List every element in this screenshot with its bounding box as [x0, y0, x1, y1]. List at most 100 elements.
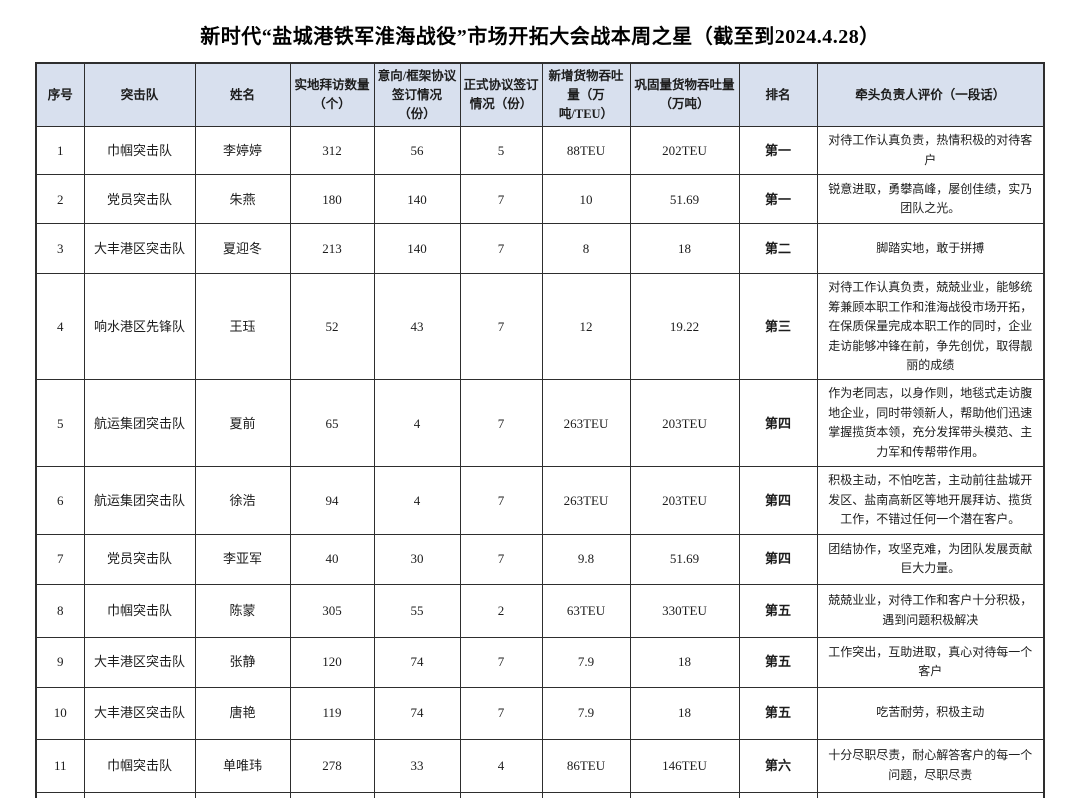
cell-name: 张静 — [194, 636, 291, 688]
cell-team: 大丰港区突击队 — [83, 686, 196, 740]
cell-visits: 213 — [289, 223, 375, 275]
cell-intent: 74 — [373, 686, 461, 740]
cell-firm_cargo: 51.69 — [629, 174, 740, 225]
cell-visits: 278 — [289, 738, 375, 793]
cell-evaluation: 兢兢业业，对待工作和客户十分积极，遇到问题积极解决 — [816, 583, 1045, 638]
cell-name: 唐艳 — [194, 686, 291, 740]
cell-new_cargo: 8 — [541, 223, 631, 275]
cell-no: 4 — [35, 273, 85, 381]
table-row: 9 大丰港区突击队 张静 120 74 7 7.9 18 第五 工作突出，互助进取，真心对待每一个… — [35, 636, 1045, 688]
column-header: 姓名 — [194, 62, 291, 128]
cell-intent: 30 — [373, 533, 461, 585]
cell-team: 党员突击队 — [83, 174, 196, 225]
cell-team: 巾帼突击队 — [83, 583, 196, 638]
cell-team: 航运集团突击队 — [83, 379, 196, 468]
cell-intent: 33 — [373, 738, 461, 793]
cell-visits: 312 — [289, 126, 375, 176]
cell-rank: 第六 — [738, 738, 818, 793]
cell-no: 6 — [35, 466, 85, 535]
cell-formal: 7 — [459, 466, 543, 535]
table-row: 3 大丰港区突击队 夏迎冬 213 140 7 8 18 第二 脚踏实地，敢于拼搏 — [35, 223, 1045, 275]
cell-firm_cargo: 18 — [629, 223, 740, 275]
cell-evaluation: 展现出坚定的信念和卓越的执行力，令人钦佩。 — [816, 791, 1045, 798]
cell-new_cargo: 263TEU — [541, 466, 631, 535]
column-header: 序号 — [35, 62, 85, 128]
cell-visits: 180 — [289, 174, 375, 225]
cell-name: 李亚军 — [194, 533, 291, 585]
cell-evaluation: 对待工作认真负责，兢兢业业，能够统筹兼顾本职工作和淮海战役市场开拓，在保质保量完… — [816, 273, 1045, 381]
cell-evaluation: 吃苦耐劳，积极主动 — [816, 686, 1045, 740]
cell-formal: 7 — [459, 379, 543, 468]
column-header: 突击队 — [83, 62, 196, 128]
table-row: 8 巾帼突击队 陈蒙 305 55 2 63TEU 330TEU 第五 兢兢业业，对待工作和客户十… — [35, 583, 1045, 638]
cell-rank: 第一 — [738, 126, 818, 176]
cell-new_cargo: 86TEU — [541, 738, 631, 793]
cell-rank: 第七 — [738, 791, 818, 798]
cell-name: 李婷婷 — [194, 126, 291, 176]
cell-intent: 55 — [373, 583, 461, 638]
cell-name: 朱燕 — [194, 174, 291, 225]
cell-new_cargo: 9.81 — [541, 791, 631, 798]
cell-name: 夏迎冬 — [194, 223, 291, 275]
cell-intent: 43 — [373, 273, 461, 381]
cell-formal: 7 — [459, 223, 543, 275]
cell-firm_cargo: 51.69 — [629, 533, 740, 585]
cell-name: 夏前 — [194, 379, 291, 468]
cell-formal: 7 — [459, 686, 543, 740]
cell-firm_cargo: 18 — [629, 636, 740, 688]
cell-no: 7 — [35, 533, 85, 585]
cell-new_cargo: 9.8 — [541, 533, 631, 585]
cell-visits: 40 — [289, 533, 375, 585]
cell-visits: 305 — [289, 583, 375, 638]
cell-rank: 第五 — [738, 583, 818, 638]
cell-formal: 7 — [459, 273, 543, 381]
cell-no: 1 — [35, 126, 85, 176]
cell-new_cargo: 7.9 — [541, 636, 631, 688]
cell-new_cargo: 263TEU — [541, 379, 631, 468]
cell-visits: 120 — [289, 636, 375, 688]
table-row: 10 大丰港区突击队 唐艳 119 74 7 7.9 18 第五 吃苦耐劳，积极主动 — [35, 686, 1045, 740]
column-header: 牵头负责人评价（一段话） — [816, 62, 1045, 128]
cell-intent: 4 — [373, 379, 461, 468]
column-header: 正式协议签订情况（份） — [459, 62, 543, 128]
cell-new_cargo: 10 — [541, 174, 631, 225]
column-header: 意向/框架协议签订情况（份） — [373, 62, 461, 128]
cell-visits: 200 — [289, 791, 375, 798]
cell-visits: 94 — [289, 466, 375, 535]
cell-intent: 140 — [373, 223, 461, 275]
cell-evaluation: 团结协作，攻坚克难，为团队发展贡献巨大力量。 — [816, 533, 1045, 585]
cell-rank: 第五 — [738, 686, 818, 740]
cell-new_cargo: 88TEU — [541, 126, 631, 176]
cell-visits: 65 — [289, 379, 375, 468]
column-header: 实地拜访数量（个） — [289, 62, 375, 128]
cell-evaluation: 工作突出，互助进取，真心对待每一个客户 — [816, 636, 1045, 688]
table-row: 4 响水港区先锋队 王珏 52 43 7 12 19.22 第三 对待工作认真负责，兢兢业业，能够… — [35, 273, 1045, 381]
cell-new_cargo: 7.9 — [541, 686, 631, 740]
cell-formal: 5 — [459, 126, 543, 176]
cell-firm_cargo: 202TEU — [629, 126, 740, 176]
cell-team: 巾帼突击队 — [83, 126, 196, 176]
cell-formal: 7 — [459, 533, 543, 585]
cell-name: 陈蒙 — [194, 583, 291, 638]
cell-intent: 74 — [373, 636, 461, 688]
table-row: 5 航运集团突击队 夏前 65 4 7 263TEU 203TEU 第四 作为老同志，以身作则，地… — [35, 379, 1045, 468]
cell-no: 9 — [35, 636, 85, 688]
cell-rank: 第五 — [738, 636, 818, 688]
cell-firm_cargo: 203TEU — [629, 379, 740, 468]
table-row: 7 党员突击队 李亚军 40 30 7 9.8 51.69 第四 团结协作，攻坚克难，为团队发展贡… — [35, 533, 1045, 585]
cell-no: 8 — [35, 583, 85, 638]
cell-firm_cargo: 19.22 — [629, 273, 740, 381]
cell-evaluation: 对待工作认真负责，热情积极的对待客户 — [816, 126, 1045, 176]
cell-evaluation: 作为老同志，以身作则，地毯式走访腹地企业，同时带领新人，帮助他们迅速掌握揽货本领… — [816, 379, 1045, 468]
cell-team: 航运集团突击队 — [83, 466, 196, 535]
cell-formal: 2 — [459, 583, 543, 638]
cell-no: 12 — [35, 791, 85, 798]
table-body: 1 巾帼突击队 李婷婷 312 56 5 88TEU 202TEU 第一 对待工作认真负责，热情积… — [35, 126, 1045, 798]
cell-evaluation: 十分尽职尽责，耐心解答客户的每一个问题，尽职尽责 — [816, 738, 1045, 793]
table-row: 12党员突击队张极波20010039.8116.49第七展现出坚定的信念和卓越的… — [35, 791, 1045, 798]
cell-intent: 56 — [373, 126, 461, 176]
cell-name: 徐浩 — [194, 466, 291, 535]
cell-firm_cargo: 146TEU — [629, 738, 740, 793]
cell-firm_cargo: 16.49 — [629, 791, 740, 798]
cell-team: 大丰港区突击队 — [83, 223, 196, 275]
